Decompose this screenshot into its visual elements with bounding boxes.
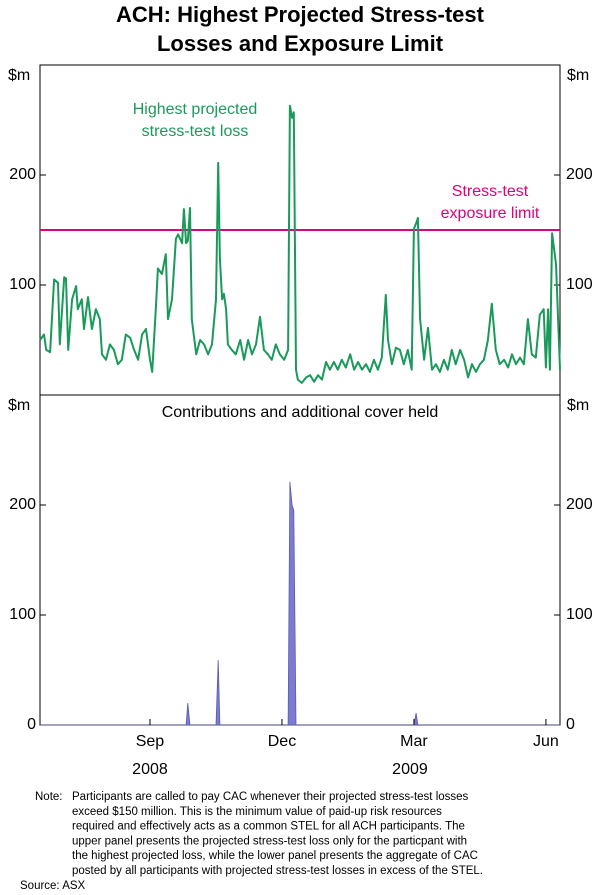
chart-title: ACH: Highest Projected Stress-test [116, 2, 485, 27]
area [40, 481, 560, 726]
note-label: Note: [35, 791, 63, 803]
x-year-label: 2009 [392, 761, 428, 778]
reference-label: Stress-test [452, 183, 529, 200]
y-tick-label: 200 [9, 166, 36, 183]
note-line: upper panel presents the projected stres… [72, 835, 467, 847]
x-tick-label: Mar [400, 733, 428, 750]
note-line: exceed $150 million. This is the minimum… [72, 806, 442, 818]
source: Source: ASX [20, 880, 86, 892]
chart-title: Losses and Exposure Limit [157, 31, 444, 56]
line [39, 104, 561, 384]
x-tick-label: Dec [268, 733, 296, 750]
note-line: posted by all participants with projecte… [72, 865, 483, 877]
y-tick-label: 0 [566, 716, 575, 733]
y-unit: $m [8, 67, 30, 84]
series-label: stress-test loss [142, 123, 249, 140]
y-tick-label: 100 [9, 276, 36, 293]
y-tick-label: 200 [9, 496, 36, 513]
reference-label: exposure limit [441, 205, 540, 222]
x-tick-label: Jun [533, 733, 559, 750]
y-unit: $m [567, 67, 589, 84]
y-tick-label: 200 [566, 496, 593, 513]
y-tick-label: 100 [566, 606, 593, 623]
x-tick-label: Sep [136, 733, 165, 750]
y-tick-label: 100 [9, 606, 36, 623]
panel-subtitle: Contributions and additional cover held [162, 404, 439, 421]
note-line: Participants are called to pay CAC whene… [72, 791, 469, 803]
y-tick-label: 0 [27, 716, 36, 733]
x-year-label: 2008 [132, 761, 168, 778]
note-line: required and effectively acts as a commo… [72, 821, 465, 833]
y-tick-label: 200 [566, 166, 593, 183]
y-unit: $m [8, 397, 30, 414]
y-tick-label: 100 [566, 276, 593, 293]
y-unit: $m [567, 397, 589, 414]
note-line: the highest projected loss, while the lo… [72, 850, 478, 862]
series-label: Highest projected [133, 101, 258, 118]
